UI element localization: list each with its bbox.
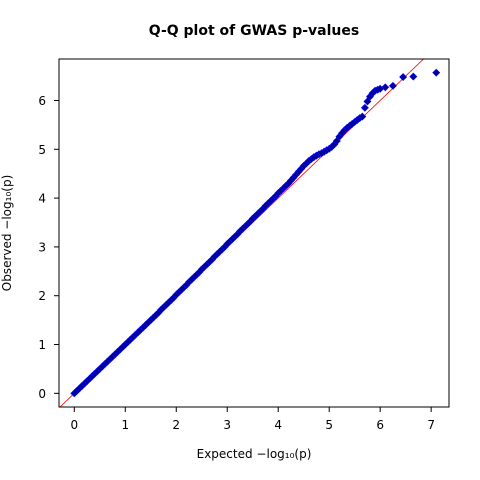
data-point — [381, 83, 390, 92]
y-axis-label: Observed −log₁₀(p) — [0, 175, 14, 292]
data-point — [363, 97, 372, 106]
data-point — [358, 112, 367, 121]
x-axis-ticks: 0 1 2 3 4 5 6 7 — [70, 407, 435, 432]
data-point — [409, 72, 418, 81]
data-point — [360, 103, 369, 112]
y-axis-ticks: 0 1 2 3 4 5 6 — [38, 94, 59, 401]
y-tick-label: 5 — [38, 143, 46, 157]
plot-clip-group — [59, 59, 441, 407]
y-tick-label: 4 — [38, 192, 46, 206]
x-tick-label: 5 — [325, 418, 333, 432]
data-point — [388, 81, 397, 90]
plot-area — [59, 59, 441, 407]
x-tick-label: 1 — [121, 418, 129, 432]
x-axis-label: Expected −log₁₀(p) — [197, 447, 312, 461]
x-tick-label: 4 — [274, 418, 282, 432]
chart-title: Q-Q plot of GWAS p-values — [149, 23, 359, 39]
x-tick-label: 7 — [427, 418, 435, 432]
x-tick-label: 2 — [172, 418, 180, 432]
x-tick-label: 6 — [376, 418, 384, 432]
data-point — [432, 68, 441, 77]
y-tick-label: 1 — [38, 338, 46, 352]
y-tick-label: 6 — [38, 94, 46, 108]
y-tick-label: 3 — [38, 240, 46, 254]
y-tick-label: 2 — [38, 289, 46, 303]
x-tick-label: 3 — [223, 418, 231, 432]
data-point — [399, 73, 408, 82]
y-tick-label: 0 — [38, 387, 46, 401]
x-tick-label: 0 — [70, 418, 78, 432]
plot-frame — [58, 58, 450, 408]
